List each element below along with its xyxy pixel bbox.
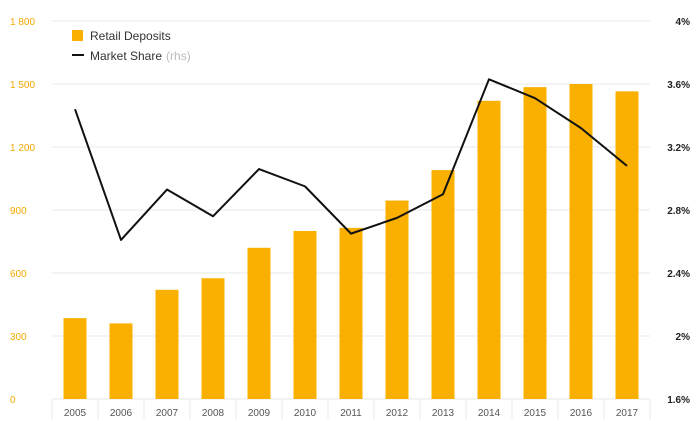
x-tick-label: 2010 [294,408,317,419]
x-tick-label: 2005 [64,408,87,419]
x-tick-label: 2012 [386,408,409,419]
x-tick-label: 2007 [156,408,179,419]
legend-label-market-share: Market Share (rhs) [90,49,191,63]
bar-retail-deposits [201,278,225,399]
legend-label-market-share-name: Market Share [90,49,162,63]
bar-retail-deposits [339,227,363,399]
y-right-tick-label: 2.8% [667,206,690,217]
y-right-tick-label: 2.4% [667,269,690,280]
y-right-tick-label: 3.2% [667,143,690,154]
x-tick-label: 2006 [110,408,133,419]
y-left-tick-label: 1 500 [10,80,35,91]
bar-retail-deposits [109,323,133,399]
bar-retail-deposits [247,247,271,399]
bar-retail-deposits [477,100,501,400]
legend: Retail Deposits Market Share (rhs) [72,29,191,63]
bar-retail-deposits [293,231,317,399]
x-tick-label: 2011 [340,408,362,419]
bar-retail-deposits [63,318,87,399]
x-tick-label: 2009 [248,408,271,419]
bar-retail-deposits [385,200,409,399]
bars-layer [63,84,639,400]
y-right-tick-label: 2% [676,332,691,343]
y-right-tick-label: 4% [676,17,691,28]
line-layer [74,78,628,241]
y-left-tick-label: 1 200 [10,143,35,154]
x-tick-label: 2008 [202,408,225,419]
grid-layer [51,20,651,419]
x-tick-label: 2013 [432,408,455,419]
bar-retail-deposits [569,84,593,399]
legend-label-market-share-suffix: (rhs) [166,49,191,63]
legend-swatch-retail-deposits [72,30,83,41]
x-tick-label: 2015 [524,408,547,419]
bar-retail-deposits [615,91,639,399]
legend-label-retail-deposits: Retail Deposits [90,29,171,43]
y-left-tick-label: 0 [10,395,16,406]
y-left-tick-label: 900 [10,206,27,217]
y-left-tick-label: 600 [10,269,27,280]
y-left-tick-label: 300 [10,332,27,343]
x-tick-label: 2016 [570,408,593,419]
x-tick-label: 2014 [478,408,501,419]
y-right-tick-label: 3.6% [667,80,690,91]
bar-retail-deposits [431,170,455,399]
bar-retail-deposits [155,289,179,399]
y-right-tick-label: 1.6% [667,395,690,406]
y-left-tick-label: 1 800 [10,17,35,28]
axis-layer: 0 300 600 900 1 200 1 500 1 800 1.6% 2% 2.4% 2.8% 3… [10,17,690,419]
bar-retail-deposits [523,87,547,400]
x-tick-label: 2017 [616,408,639,419]
line-market-share [74,78,628,241]
